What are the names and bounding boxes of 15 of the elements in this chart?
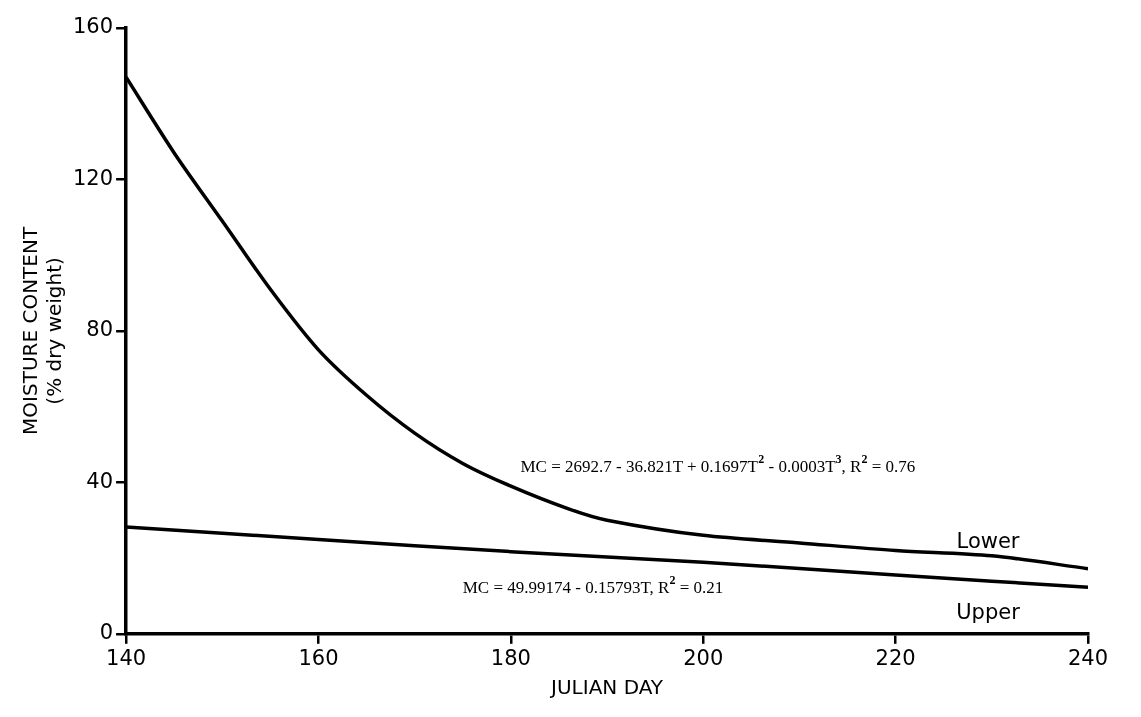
y-tick-label: 80 xyxy=(86,317,114,342)
y-tick-label: 40 xyxy=(86,468,114,493)
x-tick-label: 180 xyxy=(490,645,531,670)
series-label: Upper xyxy=(956,599,1021,624)
x-tick-label: 200 xyxy=(683,645,724,670)
x-tick-label: 240 xyxy=(1067,645,1109,670)
y-axis-title: MOISTURE CONTENT (% dry weight) xyxy=(18,226,67,435)
y-tick-label: 120 xyxy=(72,165,114,190)
x-tick-label: 140 xyxy=(106,645,147,670)
series-label: Lower xyxy=(956,529,1020,554)
y-tick-label: 160 xyxy=(72,14,114,39)
x-tick-label: 160 xyxy=(298,645,339,670)
y-tick-label: 0 xyxy=(99,620,114,645)
x-axis-title: JULIAN DAY xyxy=(549,675,664,700)
x-tick-label: 220 xyxy=(875,645,916,670)
